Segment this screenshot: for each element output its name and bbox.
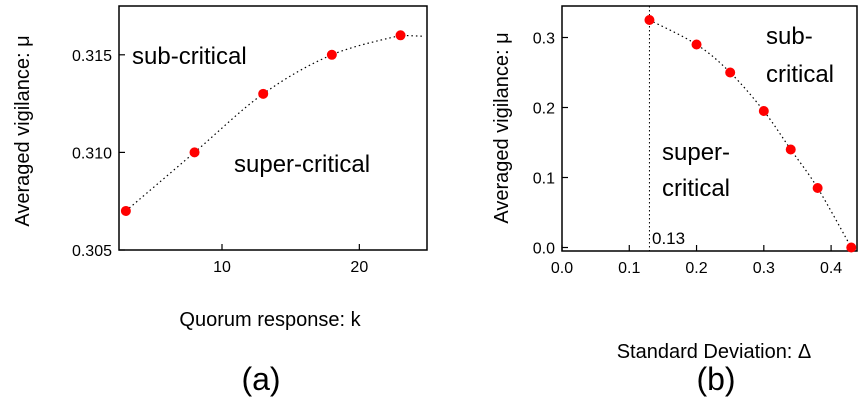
y-tick-label-b-0: 0.0 <box>533 241 555 258</box>
y-tick-label-b-1: 0.1 <box>533 171 555 188</box>
x-tick-label-b-4: 0.4 <box>820 260 842 277</box>
data-point-b-3 <box>758 106 769 116</box>
x-tick-label-b-0: 0.0 <box>551 260 573 277</box>
y-tick-label-a-0: 0.305 <box>72 243 112 260</box>
data-point-a-0 <box>120 205 131 216</box>
data-point-b-1 <box>691 39 702 50</box>
y-tick-label-a-2: 0.315 <box>72 48 112 65</box>
y-tick-label-b-2: 0.2 <box>533 101 555 118</box>
data-point-a-1 <box>189 147 200 158</box>
data-point-b-6 <box>846 242 857 253</box>
panel-b: 0.0 0.1 0.2 0.3 0.4 0.0 0.1 0.2 0.3 sub- critica… <box>491 5 858 397</box>
x-tick-label-a-0: 10 <box>213 259 231 276</box>
data-point-b-0 <box>644 15 655 25</box>
panel-label-b: (b) <box>696 361 735 397</box>
plot-frame-b <box>561 5 858 252</box>
region-label-super-b-line2: critical <box>662 175 730 202</box>
x-tick-label-a-1: 20 <box>350 259 368 276</box>
ticks-a: 10 20 0.305 0.310 0.315 <box>72 48 368 276</box>
data-point-a-4 <box>395 30 406 41</box>
region-label-sub-b-line1: sub- <box>766 23 813 50</box>
x-tick-label-b-3: 0.3 <box>753 260 775 277</box>
data-point-a-3 <box>326 49 337 60</box>
data-point-b-5 <box>812 183 823 193</box>
fit-curve-b <box>649 19 852 248</box>
x-tick-label-b-2: 0.2 <box>685 260 707 277</box>
panel-a: 10 20 0.305 0.310 0.315 sub-critical super-c… <box>12 5 428 397</box>
region-label-super-b-line1: super- <box>662 139 730 166</box>
y-axis-title-a: Averaged vigilance: μ <box>12 35 34 226</box>
data-point-b-2 <box>725 67 736 78</box>
data-points-a <box>120 30 406 216</box>
region-label-sub-b-line2: critical <box>766 61 834 88</box>
x-tick-label-b-1: 0.1 <box>618 260 640 277</box>
data-points-b <box>644 15 857 253</box>
x-axis-title-b: Standard Deviation: Δ <box>617 341 812 363</box>
data-point-b-4 <box>785 144 796 155</box>
x-axis-title-a: Quorum response: k <box>179 309 361 331</box>
plot-frame-a <box>118 5 428 251</box>
region-label-super-critical-a: super-critical <box>234 151 370 178</box>
y-tick-label-b-3: 0.3 <box>533 31 555 48</box>
threshold-annotation: 0.13 <box>652 229 685 248</box>
region-label-sub-critical-a: sub-critical <box>132 43 247 70</box>
panel-label-a: (a) <box>241 361 280 397</box>
ticks-b: 0.0 0.1 0.2 0.3 0.4 0.0 0.1 0.2 0.3 <box>533 31 843 278</box>
y-axis-title-b: Averaged vigilance: μ <box>491 32 513 223</box>
data-point-a-2 <box>258 88 269 99</box>
y-tick-label-a-1: 0.310 <box>72 145 112 162</box>
